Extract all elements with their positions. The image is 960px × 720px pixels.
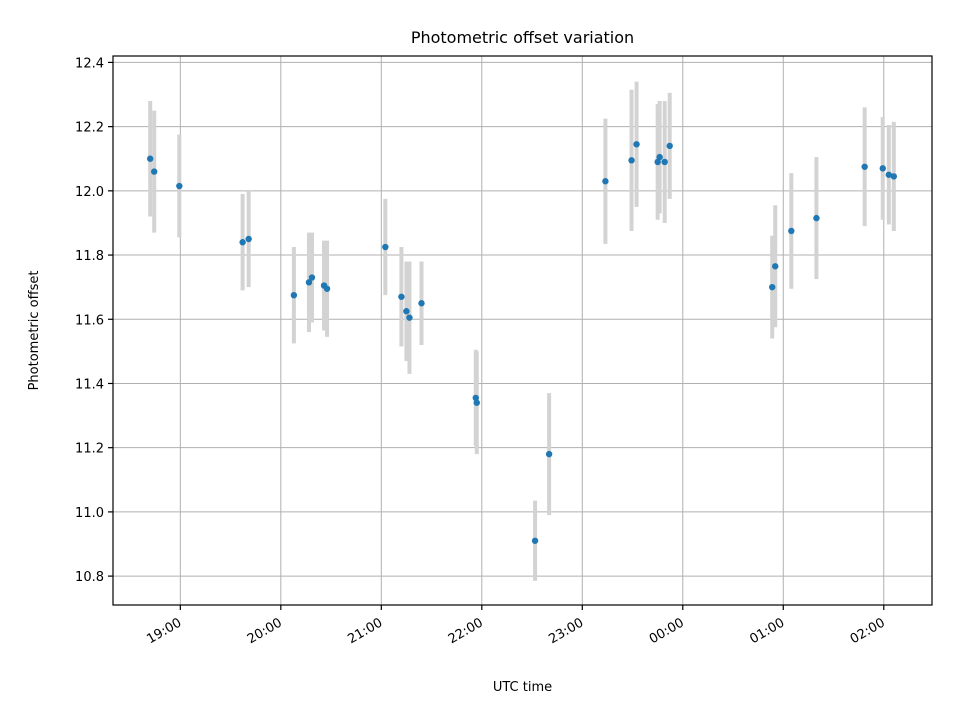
x-tick-label: 01:00 bbox=[747, 615, 787, 647]
data-point bbox=[813, 214, 820, 222]
data-point bbox=[290, 291, 298, 299]
y-tick-label: 11.8 bbox=[75, 249, 104, 264]
x-tick-label: 02:00 bbox=[848, 615, 888, 647]
data-point bbox=[654, 158, 661, 166]
x-tick-label: 23:00 bbox=[546, 615, 586, 647]
plot-frame bbox=[112, 55, 933, 606]
data-point-layer bbox=[146, 141, 898, 544]
data-point bbox=[661, 158, 668, 166]
data-point bbox=[861, 163, 868, 170]
data-point bbox=[146, 155, 154, 162]
x-tick-label: 19:00 bbox=[144, 615, 184, 647]
y-tick-label: 12.4 bbox=[75, 56, 104, 71]
data-point bbox=[406, 314, 413, 321]
errorbar-layer bbox=[148, 81, 896, 581]
data-point bbox=[308, 274, 316, 281]
data-point bbox=[305, 279, 313, 286]
y-tick-label: 11.0 bbox=[75, 506, 104, 521]
data-point bbox=[176, 182, 183, 190]
data-point bbox=[602, 178, 609, 185]
data-point bbox=[769, 283, 776, 291]
data-point bbox=[788, 227, 795, 235]
data-point bbox=[633, 141, 640, 148]
grid-layer bbox=[113, 56, 932, 605]
data-point bbox=[772, 263, 779, 270]
x-tick-label: 20:00 bbox=[245, 615, 285, 647]
data-point bbox=[239, 239, 246, 246]
data-point bbox=[403, 308, 410, 315]
data-point bbox=[245, 235, 252, 243]
y-axis-label: Photometric offset bbox=[27, 271, 42, 391]
y-tick-label: 12.2 bbox=[75, 121, 104, 136]
data-point bbox=[666, 142, 673, 150]
data-point bbox=[890, 173, 898, 180]
y-tick-label: 11.4 bbox=[75, 377, 104, 392]
data-point bbox=[472, 394, 479, 402]
data-point bbox=[879, 165, 886, 172]
x-tick-label: 21:00 bbox=[345, 615, 385, 647]
data-point bbox=[656, 153, 663, 161]
data-point bbox=[418, 300, 425, 307]
chart-title: Photometric offset variation bbox=[411, 28, 634, 47]
y-tick-label: 11.6 bbox=[75, 313, 104, 328]
x-tick-label: 22:00 bbox=[446, 615, 486, 647]
data-point bbox=[531, 537, 539, 544]
y-tick-label: 11.2 bbox=[75, 442, 104, 457]
x-axis-label: UTC time bbox=[493, 680, 552, 695]
y-tick-label: 10.8 bbox=[75, 570, 104, 585]
x-tick-label: 00:00 bbox=[647, 615, 687, 647]
data-point bbox=[382, 243, 389, 251]
data-point bbox=[151, 168, 158, 175]
data-point bbox=[323, 285, 331, 292]
data-point bbox=[885, 171, 892, 178]
y-tick-label: 12.0 bbox=[75, 185, 104, 200]
data-point bbox=[628, 157, 635, 164]
data-point bbox=[398, 293, 405, 300]
data-point bbox=[545, 450, 553, 458]
data-point bbox=[473, 399, 480, 406]
